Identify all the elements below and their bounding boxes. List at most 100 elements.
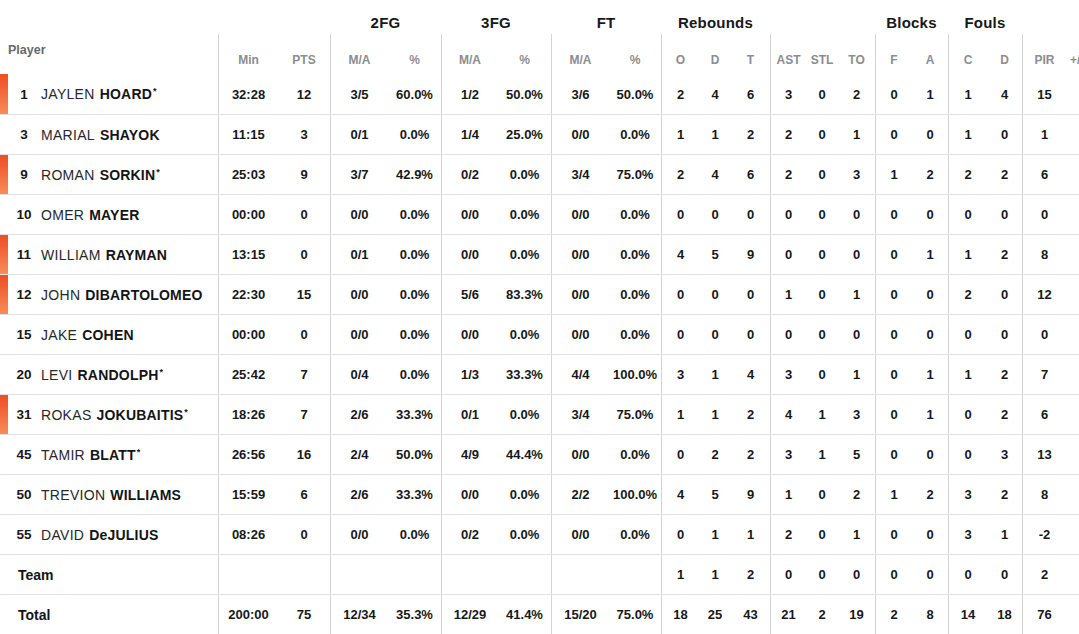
3fg-made-attempted-cell: 1/4	[441, 115, 498, 154]
col-header-reb-t: T	[731, 34, 770, 74]
2fg-made-attempted-cell: 3/5	[330, 74, 388, 114]
starter-asterisk: *	[184, 407, 188, 417]
total-rebounds-cell: 6	[731, 155, 770, 194]
pts-cell: 9	[278, 155, 330, 194]
min-cell: 18:26	[218, 395, 278, 434]
player-name: JAKECOHEN	[41, 327, 134, 343]
plusminus-cell	[1066, 475, 1079, 514]
player-name: MARIALSHAYOK	[41, 127, 160, 143]
player-name: ROMAN SORKIN*	[41, 167, 160, 183]
plusminus-cell	[1066, 315, 1079, 354]
turnovers-cell: 1	[838, 115, 875, 154]
player-last-name: DIBARTOLOMEO	[85, 287, 202, 303]
player-last-name: SORKIN	[100, 167, 156, 183]
pir-cell: 13	[1022, 435, 1066, 474]
player-cell[interactable]: 31ROKASJOKUBAITIS*	[0, 395, 218, 434]
player-name: LEVIRANDOLPH*	[41, 367, 163, 383]
blocks-for-cell: 2	[875, 595, 912, 634]
3fg-made-attempted-cell: 4/9	[441, 435, 498, 474]
player-cell[interactable]: 1JAYLENHOARD*	[0, 74, 218, 114]
player-first-name: TREVION	[41, 487, 105, 503]
assists-cell: 21	[770, 595, 806, 634]
fouls-drawn-cell: 2	[987, 395, 1022, 434]
starter-asterisk: *	[156, 167, 160, 177]
plusminus-cell	[1066, 355, 1079, 394]
starter-asterisk: *	[160, 367, 164, 377]
blocks-for-cell: 0	[875, 195, 912, 234]
3fg-made-attempted-cell: 0/0	[441, 235, 498, 274]
steals-cell: 0	[806, 275, 838, 314]
pts-cell: 0	[278, 315, 330, 354]
on-court-indicator	[0, 155, 8, 194]
on-court-indicator	[0, 275, 8, 314]
total-rebounds-cell: 2	[731, 115, 770, 154]
blocks-against-cell: 1	[912, 235, 948, 274]
fouls-drawn-cell: 0	[987, 115, 1022, 154]
2fg-percent-cell: 0.0%	[388, 115, 441, 154]
steals-cell: 0	[806, 235, 838, 274]
player-last-name: WILLIAMS	[110, 487, 181, 503]
assists-cell: 0	[770, 235, 806, 274]
player-last-name: DeJULIUS	[89, 527, 158, 543]
player-cell[interactable]: 9ROMANSORKIN*	[0, 155, 218, 194]
blocks-against-cell: 0	[912, 115, 948, 154]
player-cell[interactable]: 3MARIALSHAYOK	[0, 115, 218, 154]
pir-cell: 12	[1022, 275, 1066, 314]
player-cell[interactable]: 11WILLIAMRAYMAN	[0, 235, 218, 274]
player-cell[interactable]: 12JOHNDIBARTOLOMEO	[0, 275, 218, 314]
pts-cell: 75	[278, 595, 330, 634]
fouls-committed-cell: 0	[948, 195, 987, 234]
steals-cell: 0	[806, 74, 838, 114]
3fg-percent-cell: 50.0%	[498, 74, 551, 114]
offensive-rebounds-cell: 2	[661, 74, 699, 114]
fouls-committed-cell: 2	[948, 155, 987, 194]
ft-made-attempted-cell: 0/0	[551, 275, 609, 314]
player-cell[interactable]: 10OMERMAYER	[0, 195, 218, 234]
jersey-number: 55	[14, 527, 34, 542]
defensive-rebounds-cell: 1	[699, 115, 731, 154]
blocks-against-cell: 0	[912, 195, 948, 234]
player-cell[interactable]: 45TAMIRBLATT*	[0, 435, 218, 474]
ft-made-attempted-cell: 0/0	[551, 515, 609, 554]
col-header-to: TO	[838, 34, 875, 74]
defensive-rebounds-cell: 0	[699, 315, 731, 354]
player-first-name: WILLIAM	[41, 247, 101, 263]
pir-cell: 15	[1022, 74, 1066, 114]
total-rebounds-cell: 0	[731, 195, 770, 234]
player-last-name: RANDOLPH	[78, 367, 159, 383]
fouls-drawn-cell: 18	[987, 595, 1022, 634]
3fg-percent-cell: 0.0%	[498, 315, 551, 354]
2fg-made-attempted-cell: 12/34	[330, 595, 388, 634]
3fg-percent-cell: 0.0%	[498, 475, 551, 514]
turnovers-cell: 1	[838, 275, 875, 314]
turnovers-cell: 1	[838, 355, 875, 394]
turnovers-cell: 3	[838, 155, 875, 194]
assists-cell: 3	[770, 435, 806, 474]
player-cell[interactable]: 20LEVIRANDOLPH*	[0, 355, 218, 394]
2fg-made-attempted-cell: 2/6	[330, 395, 388, 434]
player-cell[interactable]: 15JAKECOHEN	[0, 315, 218, 354]
total-rebounds-cell: 1	[731, 515, 770, 554]
turnovers-cell: 5	[838, 435, 875, 474]
total-rebounds-cell: 2	[731, 395, 770, 434]
group-header-ft: FT	[551, 0, 661, 34]
total-rebounds-cell: 9	[731, 475, 770, 514]
blocks-for-cell: 1	[875, 155, 912, 194]
on-court-indicator	[0, 395, 8, 434]
2fg-percent-cell: 35.3%	[388, 595, 441, 634]
player-row: 10OMERMAYER00:0000/00.0%0/00.0%0/00.0%00…	[0, 194, 1079, 234]
3fg-made-attempted-cell: 0/0	[441, 475, 498, 514]
jersey-number: 31	[14, 407, 34, 422]
player-cell[interactable]: 55DAVIDDeJULIUS	[0, 515, 218, 554]
player-cell[interactable]: 50TREVIONWILLIAMS	[0, 475, 218, 514]
blocks-for-cell: 0	[875, 115, 912, 154]
3fg-percent-cell: 33.3%	[498, 355, 551, 394]
jersey-number: 45	[14, 447, 34, 462]
turnovers-cell: 0	[838, 195, 875, 234]
total-rebounds-cell: 4	[731, 355, 770, 394]
3fg-percent-cell: 0.0%	[498, 395, 551, 434]
player-first-name: ROMAN	[41, 167, 95, 183]
2fg-percent-cell: 50.0%	[388, 435, 441, 474]
assists-cell: 2	[770, 155, 806, 194]
player-row: 15JAKECOHEN00:0000/00.0%0/00.0%0/00.0%00…	[0, 314, 1079, 354]
